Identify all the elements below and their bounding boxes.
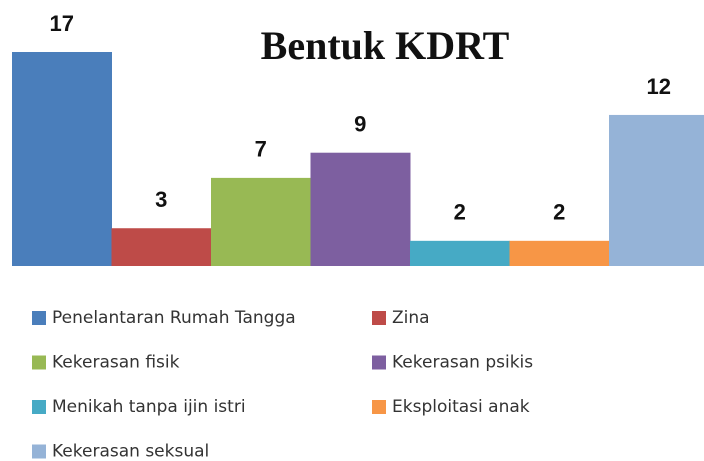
legend-swatch (32, 444, 46, 459)
data-label: 2 (553, 200, 565, 225)
legend-swatch (32, 355, 46, 370)
legend-label: Zina (392, 308, 430, 328)
legend-swatch (372, 400, 386, 414)
bar (211, 177, 311, 266)
legend-swatch (32, 311, 46, 325)
legend-label: Kekerasan psikis (392, 353, 533, 373)
legend-label: Eksploitasi anak (392, 397, 530, 417)
legend-label: Kekerasan fisik (52, 353, 180, 373)
bar (12, 52, 112, 266)
bar (410, 240, 510, 266)
bar (509, 240, 610, 266)
data-label: 12 (647, 74, 671, 99)
data-label: 17 (50, 11, 74, 36)
legend-swatch (372, 311, 386, 325)
legend-swatch (372, 355, 386, 370)
bar (310, 152, 411, 266)
legend-swatch (32, 400, 46, 414)
legend-label: Penelantaran Rumah Tangga (52, 308, 296, 328)
bar (609, 114, 704, 266)
legend-label: Kekerasan seksual (52, 442, 209, 461)
data-label: 3 (155, 187, 167, 212)
data-label: 9 (354, 112, 366, 137)
bar (111, 228, 212, 266)
data-label: 7 (255, 137, 267, 162)
data-label: 2 (454, 200, 466, 225)
chart-title: Bentuk KDRT (261, 23, 510, 68)
legend-label: Menikah tanpa ijin istri (52, 397, 246, 417)
